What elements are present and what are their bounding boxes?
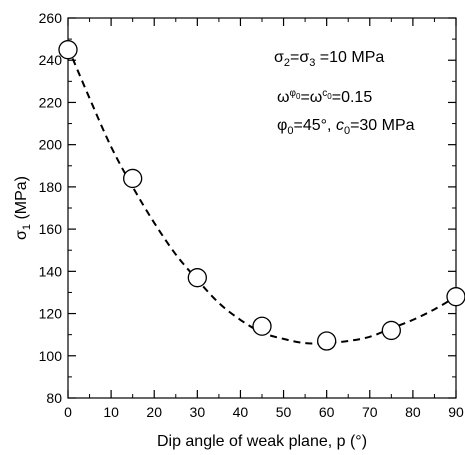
minor-ticks	[68, 18, 456, 398]
x-tick-label: 80	[405, 404, 421, 420]
data-point	[123, 168, 143, 189]
data-point	[252, 316, 272, 336]
x-tick-label: 70	[362, 404, 378, 420]
y-tick-label: 200	[39, 137, 63, 153]
y-tick-label: 240	[39, 52, 63, 68]
data-point	[187, 268, 207, 288]
y-tick-label: 120	[39, 306, 63, 322]
y-axis-label: σ1 (MPa)	[13, 176, 33, 240]
y-tick-label: 220	[39, 94, 63, 110]
annotation-omega: ωφ0=ωc0=0.15	[277, 88, 372, 106]
x-tick-label: 0	[64, 404, 72, 420]
y-axis-ticks: 80 100 120 140 160 180 200 220 240 260	[39, 10, 456, 406]
annotation-phi-c: φ0=45°, c0=30 MPa	[277, 117, 415, 137]
y-tick-label: 100	[39, 348, 63, 364]
annotation-stress: σ2=σ3 =10 MPa	[274, 49, 384, 69]
data-point	[381, 320, 401, 341]
x-tick-label: 30	[190, 404, 206, 420]
y-tick-label: 160	[39, 221, 63, 237]
y-tick-label: 140	[39, 263, 63, 279]
x-tick-label: 40	[233, 404, 249, 420]
y-tick-label: 180	[39, 179, 63, 195]
y-tick-label: 80	[46, 390, 62, 406]
fitted-curve-series	[67, 47, 457, 345]
plot-frame	[67, 17, 457, 399]
y-tick-label: 260	[39, 10, 63, 26]
x-tick-label: 90	[448, 404, 464, 420]
x-axis-label: Dip angle of weak plane, p (°)	[157, 433, 367, 450]
data-point	[58, 40, 78, 60]
data-point	[446, 287, 465, 307]
x-tick-label: 20	[146, 404, 162, 420]
data-point	[317, 331, 337, 351]
x-axis-ticks: 0 10 20 30 40 50 60 70 80 90	[64, 18, 464, 420]
x-tick-label: 60	[319, 404, 335, 420]
data-points	[58, 40, 465, 351]
x-tick-label: 50	[276, 404, 292, 420]
x-tick-label: 10	[103, 404, 119, 420]
